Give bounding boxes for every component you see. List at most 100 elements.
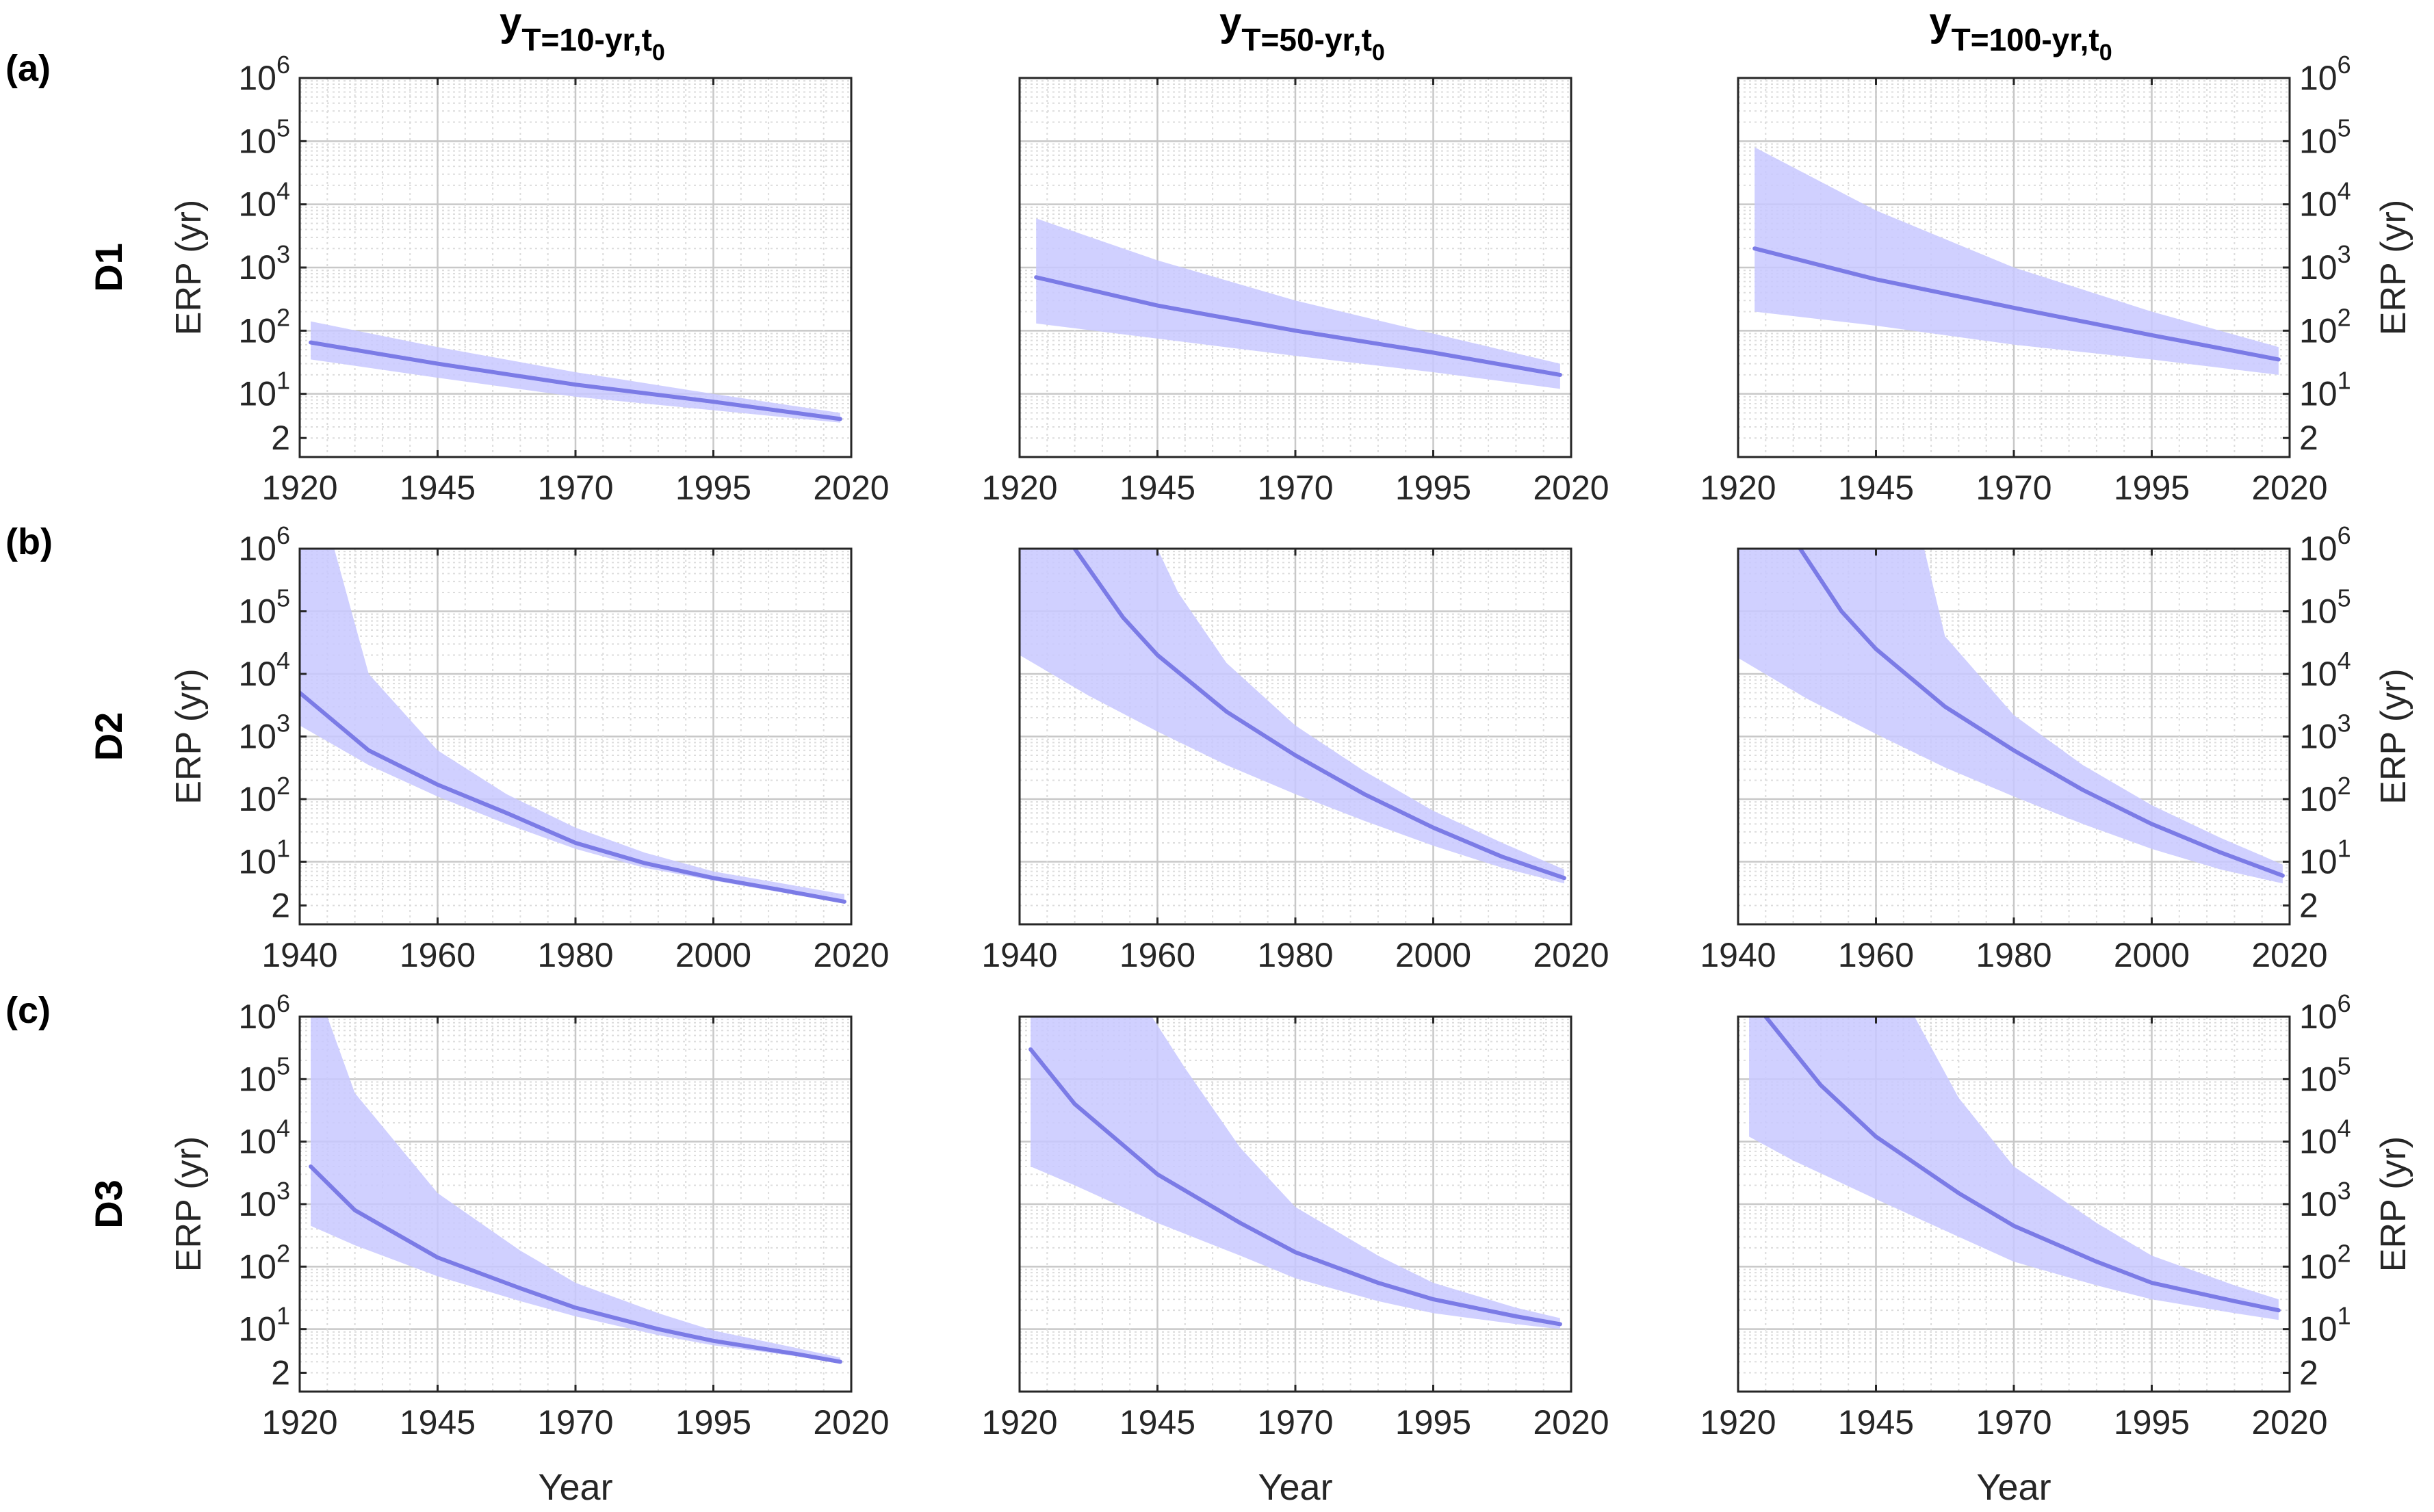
x-tick-label: 1920 bbox=[1700, 469, 1776, 507]
y-tick-label: 101 bbox=[238, 835, 290, 881]
row-name: D3 bbox=[87, 1179, 130, 1229]
y-axis-label: ERP (yr) bbox=[2374, 200, 2413, 335]
plot-data bbox=[1020, 549, 1566, 884]
y-tick-label: 2 bbox=[271, 886, 290, 924]
y-tick-label: 106 bbox=[2299, 989, 2351, 1036]
y-tick-label: 105 bbox=[2299, 114, 2351, 160]
plot-data bbox=[1749, 1017, 2281, 1320]
y-tick-label: 101 bbox=[2299, 835, 2351, 881]
panel-d2-col1: 1940 1960 1980 2000 2020 2 101 102 103 104 105 106 E… bbox=[169, 521, 890, 974]
y-tick-label: 102 bbox=[2299, 1239, 2351, 1286]
row-name: D2 bbox=[87, 712, 130, 761]
y-tick-label: 104 bbox=[2299, 177, 2351, 224]
x-tick-label: 2020 bbox=[813, 936, 889, 974]
x-axis-label: Year bbox=[1976, 1467, 2051, 1508]
x-tick-label: 1970 bbox=[1257, 469, 1333, 507]
x-tick-label: 1920 bbox=[981, 469, 1057, 507]
column-title: yT=100-yr,t0 bbox=[1929, 0, 2112, 66]
y-tick-label: 103 bbox=[2299, 240, 2351, 287]
y-tick-label: 101 bbox=[238, 367, 290, 413]
median-line bbox=[1028, 1047, 1562, 1327]
x-tick-label: 1960 bbox=[1838, 936, 1914, 974]
x-tick-label: 1945 bbox=[400, 469, 476, 507]
row-name: D1 bbox=[87, 243, 130, 292]
row-letter: (a) bbox=[5, 48, 51, 89]
x-tick-label: 2020 bbox=[1533, 936, 1609, 974]
x-tick-label: 2020 bbox=[2251, 1403, 2327, 1442]
column-title: yT=50-yr,t0 bbox=[1219, 0, 1385, 66]
y-tick-label: 102 bbox=[2299, 772, 2351, 818]
y-tick-label: 103 bbox=[238, 1177, 290, 1223]
median-line bbox=[309, 1164, 842, 1364]
panel-d1-col2: 1920 1945 1970 1995 2020 bbox=[981, 77, 1609, 507]
x-tick-label: 2020 bbox=[2251, 936, 2327, 974]
plot-data bbox=[1752, 147, 2281, 375]
x-tick-label: 1920 bbox=[261, 469, 337, 507]
x-tick-label: 1960 bbox=[400, 936, 476, 974]
x-tick-label: 1995 bbox=[2114, 469, 2190, 507]
x-tick-label: 1995 bbox=[1395, 469, 1471, 507]
x-tick-label: 1920 bbox=[261, 1403, 337, 1442]
plot-data bbox=[1034, 218, 1562, 389]
x-tick-label: 2000 bbox=[675, 936, 751, 974]
y-tick-label: 103 bbox=[238, 240, 290, 287]
y-tick-label: 103 bbox=[2299, 709, 2351, 756]
row-letter: (b) bbox=[5, 521, 53, 562]
y-tick-label: 101 bbox=[238, 1302, 290, 1348]
plot-data bbox=[1028, 1017, 1562, 1329]
confidence-band bbox=[300, 549, 844, 903]
column-title: yT=10-yr,t0 bbox=[500, 0, 665, 66]
y-tick-label: 103 bbox=[238, 709, 290, 756]
confidence-band bbox=[311, 1017, 840, 1363]
x-tick-label: 1945 bbox=[1838, 469, 1914, 507]
y-axis-label: ERP (yr) bbox=[2374, 1136, 2413, 1272]
y-tick-label: 102 bbox=[238, 303, 290, 350]
panel-d3-col1: 1920 1945 1970 1995 2020 2 101 102 103 104 105 106 E… bbox=[169, 989, 890, 1508]
median-line bbox=[300, 690, 846, 904]
x-tick-label: 1970 bbox=[537, 1403, 613, 1442]
y-tick-label: 101 bbox=[2299, 367, 2351, 413]
x-tick-label: 2000 bbox=[2114, 936, 2190, 974]
confidence-band bbox=[1036, 218, 1560, 389]
x-tick-label: 1970 bbox=[1976, 469, 2051, 507]
x-tick-label: 1980 bbox=[537, 936, 613, 974]
x-tick-label: 1995 bbox=[1395, 1403, 1471, 1442]
plot-data bbox=[309, 1017, 842, 1364]
median-line bbox=[1763, 1017, 2281, 1313]
y-tick-label: 105 bbox=[2299, 1052, 2351, 1098]
row-letter: (c) bbox=[5, 990, 51, 1031]
confidence-band bbox=[1031, 1017, 1560, 1329]
y-tick-label: 102 bbox=[2299, 303, 2351, 350]
confidence-band bbox=[1749, 1017, 2279, 1320]
y-axis-label: ERP (yr) bbox=[169, 1136, 209, 1272]
y-tick-label: 2 bbox=[2299, 1354, 2318, 1392]
y-tick-label: 105 bbox=[238, 584, 290, 631]
x-tick-label: 2020 bbox=[813, 469, 889, 507]
y-tick-label: 101 bbox=[2299, 1302, 2351, 1348]
panel-d1-col3: 1920 1945 1970 1995 2020 2 101 102 103 104 105 106 E… bbox=[1700, 51, 2413, 507]
panel-d3-col3: 1920 1945 1970 1995 2020 2 101 102 103 104 105 106 E… bbox=[1700, 989, 2413, 1508]
y-axis-label: ERP (yr) bbox=[2374, 668, 2413, 804]
x-axis-label: Year bbox=[538, 1467, 612, 1508]
y-tick-label: 102 bbox=[238, 772, 290, 818]
y-tick-label: 2 bbox=[2299, 886, 2318, 924]
median-line bbox=[1752, 246, 2281, 362]
y-tick-label: 106 bbox=[2299, 521, 2351, 568]
x-tick-label: 1920 bbox=[1700, 1403, 1776, 1442]
x-tick-label: 1940 bbox=[261, 936, 337, 974]
x-axis-label: Year bbox=[1258, 1467, 1332, 1508]
grid bbox=[300, 549, 851, 924]
y-tick-label: 106 bbox=[238, 521, 290, 568]
x-tick-label: 2000 bbox=[1395, 936, 1471, 974]
confidence-band bbox=[1020, 549, 1564, 884]
median-line bbox=[1072, 549, 1566, 881]
y-tick-label: 105 bbox=[2299, 584, 2351, 631]
y-tick-label: 102 bbox=[238, 1239, 290, 1286]
panel-grid: 1920 1945 1970 1995 2020 2 101 102 103 104 105 106 E… bbox=[169, 51, 2413, 1508]
y-tick-label: 104 bbox=[238, 177, 290, 224]
x-tick-label: 1970 bbox=[1976, 1403, 2051, 1442]
x-tick-label: 2020 bbox=[1533, 469, 1609, 507]
confidence-band bbox=[311, 321, 840, 423]
panel-d2-col2: 1940 1960 1980 2000 2020 bbox=[981, 547, 1609, 974]
